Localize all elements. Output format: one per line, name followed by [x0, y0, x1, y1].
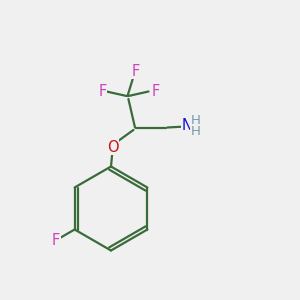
Text: H: H	[191, 125, 201, 138]
Text: O: O	[107, 140, 118, 154]
Text: F: F	[151, 84, 160, 99]
Text: N: N	[182, 118, 193, 134]
Text: F: F	[98, 84, 107, 99]
Text: F: F	[132, 64, 140, 79]
Text: F: F	[52, 233, 60, 248]
Text: H: H	[191, 114, 201, 127]
